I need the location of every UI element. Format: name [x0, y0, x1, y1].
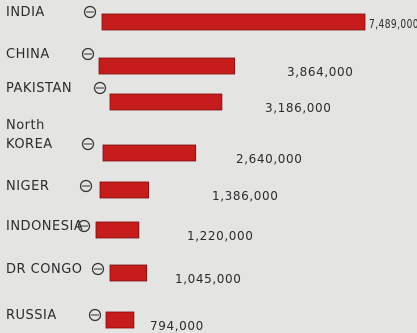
- bar-row-niger: NIGER 1,386,000: [6, 179, 278, 203]
- bar-row-pakistan: PAKISTAN 3,186,000: [6, 81, 331, 115]
- category-label: KOREA: [6, 137, 53, 152]
- bar-row-russia: RUSSIA 794,000: [6, 308, 204, 333]
- category-label: North: [6, 118, 45, 133]
- bar: [99, 181, 150, 199]
- category-label: PAKISTAN: [6, 81, 72, 96]
- bar: [105, 311, 135, 329]
- bar: [101, 13, 366, 31]
- category-label: CHINA: [6, 47, 50, 62]
- bar-row-india: INDIA 7,489,000: [6, 5, 417, 31]
- value-label: 1,386,000: [212, 189, 278, 203]
- bar-row-dr-congo: DR CONGO 1,045,000: [6, 262, 241, 286]
- value-label: 794,000: [150, 319, 204, 333]
- category-label: NIGER: [6, 179, 49, 194]
- pakistan-flag-icon: [93, 81, 107, 95]
- bar-row-china: CHINA 3,864,000: [6, 47, 353, 79]
- category-label: INDIA: [6, 5, 45, 20]
- category-label: DR CONGO: [6, 262, 83, 277]
- bar-row-indonesia: INDONESIA 1,220,000: [6, 219, 253, 243]
- india-flag-icon: [83, 5, 97, 19]
- category-label: INDONESIA: [6, 219, 83, 234]
- category-label: RUSSIA: [6, 308, 57, 323]
- dr-congo-flag-icon: [91, 262, 105, 276]
- value-label: 1,220,000: [187, 229, 253, 243]
- china-flag-icon: [81, 47, 95, 61]
- value-label: 3,864,000: [287, 65, 353, 79]
- bar: [109, 264, 148, 282]
- value-label: 7,489,000: [369, 17, 417, 31]
- value-label: 1,045,000: [175, 272, 241, 286]
- value-label: 3,186,000: [265, 101, 331, 115]
- value-label: 2,640,000: [236, 152, 302, 166]
- bar-row-north-korea: North KOREA 2,640,000: [6, 118, 302, 166]
- bar: [109, 93, 223, 111]
- north-korea-flag-icon: [81, 137, 95, 151]
- bar: [102, 144, 197, 162]
- niger-flag-icon: [79, 179, 93, 193]
- russia-flag-icon: [88, 308, 102, 322]
- indonesia-flag-icon: [77, 219, 91, 233]
- bar: [98, 57, 236, 75]
- bar: [95, 221, 140, 239]
